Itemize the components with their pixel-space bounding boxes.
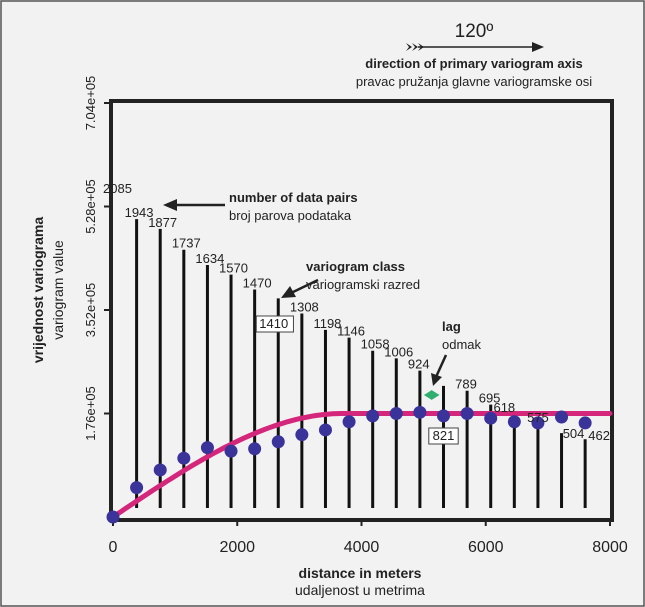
pair-count-label: 789	[455, 377, 477, 392]
data-point	[507, 415, 521, 429]
data-point	[437, 409, 451, 423]
pair-count-label: 1737	[172, 236, 201, 251]
pair-count-label: 1198	[313, 316, 341, 331]
data-point	[555, 410, 569, 424]
direction-angle: 120º	[455, 21, 494, 42]
direction-label-hr: pravac pružanja glavne variogramske osi	[356, 74, 592, 89]
pair-count-label: 575	[527, 410, 549, 425]
data-point	[484, 411, 498, 425]
pair-count-label: 1146	[337, 324, 365, 339]
highlight-box	[428, 427, 459, 445]
pair-count-label: 618	[493, 400, 515, 415]
pairs-label-hr: broj parova podataka	[229, 208, 352, 223]
y-tick-label: 3.52e+05	[83, 283, 98, 338]
axis-ticks: 0 2000 4000 6000 8000 1.76e+05 3.52e+05 5.28e+0…	[83, 76, 628, 556]
pair-count-label: 821	[433, 428, 455, 443]
pair-count-label: 462	[588, 428, 610, 443]
pairs-annotation: number of data pairs broj parova podatak…	[163, 190, 358, 223]
data-point	[271, 435, 285, 449]
pair-count-label: 1470	[243, 275, 272, 290]
pair-count-label: 1634	[195, 251, 224, 266]
pair-count-label: 695	[479, 391, 501, 406]
data-point	[460, 407, 474, 420]
lag-arrow-head	[423, 390, 432, 400]
pair-count-label: 504	[563, 426, 585, 441]
pair-bars	[135, 219, 587, 508]
data-point	[224, 444, 238, 458]
class-label-en: variogram class	[306, 259, 405, 274]
direction-arrow-icon	[406, 42, 544, 52]
x-tick-label: 4000	[344, 539, 380, 556]
data-point	[177, 451, 191, 465]
lag-arrow-head	[431, 390, 440, 400]
data-point	[200, 441, 214, 455]
data-point	[295, 428, 309, 442]
data-point	[578, 416, 592, 430]
pair-count-label: 924	[408, 357, 430, 372]
y-axis-label-hr: vrijednost variograma	[30, 217, 46, 363]
pair-count-label: 1943	[125, 205, 154, 220]
model-curve	[110, 411, 613, 520]
pair-count-label: 1308	[290, 300, 319, 315]
y-tick-label: 1.76e+05	[83, 386, 98, 441]
model-curve-layer	[110, 411, 613, 520]
pairs-label-en: number of data pairs	[229, 190, 358, 205]
pair-count-label: 1006	[384, 344, 413, 359]
data-point	[153, 463, 167, 477]
x-tick-label: 6000	[468, 539, 504, 556]
experimental-points	[106, 405, 592, 524]
pair-count-label: 1570	[219, 261, 248, 276]
class-annotation: variogram class variogramski razred	[281, 259, 420, 298]
y-axis-label-en: variogram value	[50, 240, 66, 340]
lag-label-hr: odmak	[442, 337, 482, 352]
x-tick-label: 0	[109, 539, 118, 556]
direction-label-en: direction of primary variogram axis	[365, 56, 582, 71]
pair-count-label: 1410	[259, 316, 288, 331]
data-point	[248, 442, 262, 456]
data-point	[389, 407, 403, 420]
data-point	[106, 510, 120, 524]
lag-annotation: lag odmak	[431, 319, 482, 386]
x-axis-label-en: distance in meters	[299, 565, 422, 581]
data-point	[130, 481, 144, 495]
pair-count-label: 2085	[103, 181, 132, 196]
x-tick-label: 8000	[592, 539, 628, 556]
pair-count-label: 1877	[148, 215, 177, 230]
pair-count-label: 1058	[361, 337, 390, 352]
data-point	[366, 409, 380, 423]
y-tick-label: 7.04e+05	[83, 76, 98, 131]
x-axis-label-hr: udaljenost u metrima	[295, 582, 425, 598]
data-point	[531, 416, 545, 430]
data-point	[318, 423, 332, 437]
class-label-hr: variogramski razred	[306, 277, 420, 292]
y-tick-label: 5.28e+05	[83, 179, 98, 234]
data-point	[413, 405, 427, 419]
lag-double-arrow-icon	[423, 390, 440, 400]
data-point	[342, 415, 356, 429]
highlight-box	[255, 315, 294, 333]
lag-label-en: lag	[442, 319, 461, 334]
x-tick-label: 2000	[219, 539, 255, 556]
